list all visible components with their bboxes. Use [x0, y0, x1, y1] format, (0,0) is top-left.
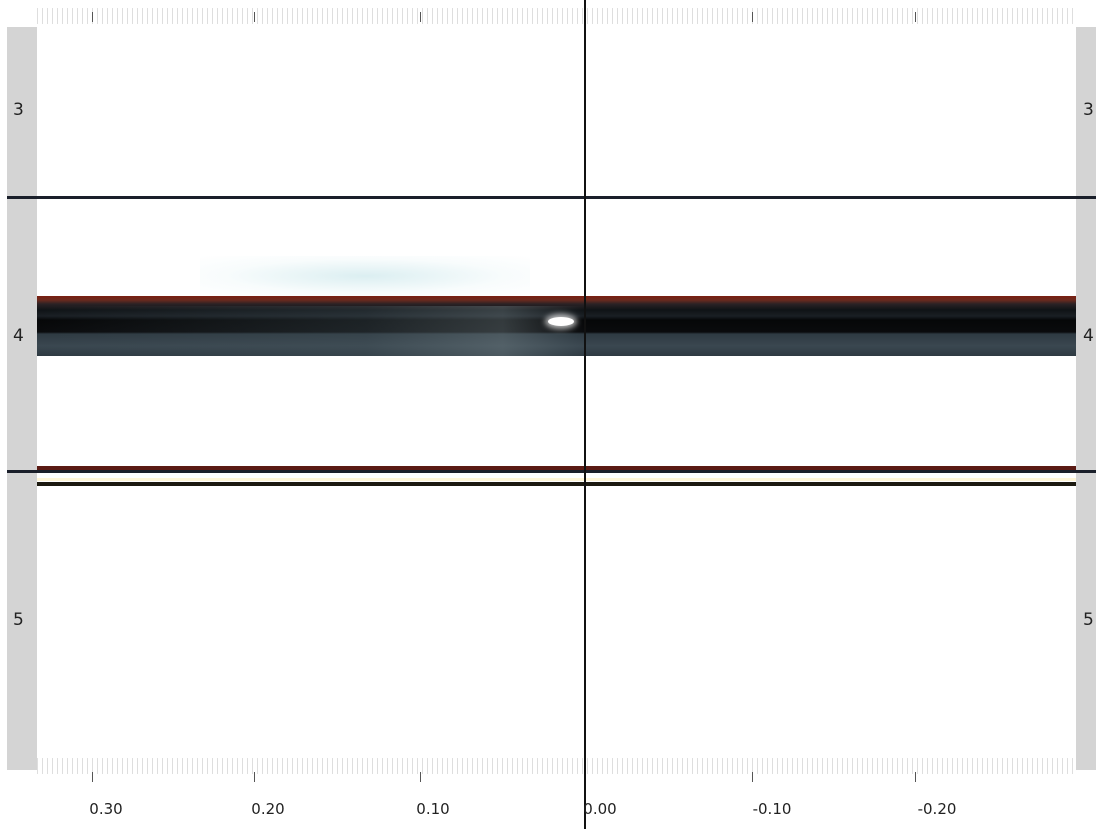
reflection-haze	[200, 256, 530, 296]
light-glare	[548, 317, 574, 326]
edge-highlight	[37, 478, 1076, 481]
right-scale-strip	[1076, 27, 1096, 770]
row-label-right-3: 3	[1083, 100, 1094, 120]
bottom-tick	[254, 772, 255, 782]
left-scale-strip	[7, 27, 37, 770]
row-divider-3-4	[7, 196, 1096, 199]
row-label-left-4: 4	[13, 326, 24, 346]
top-ruler	[37, 8, 1076, 24]
lower-edge-line	[37, 482, 1076, 486]
x-tick-label: 0.10	[416, 800, 450, 818]
image-viewport[interactable]	[37, 27, 1076, 770]
image-band	[37, 296, 1076, 356]
top-tick	[915, 12, 916, 22]
bottom-tick	[752, 772, 753, 782]
bottom-tick	[92, 772, 93, 782]
top-tick	[420, 12, 421, 22]
bottom-tick	[915, 772, 916, 782]
top-tick	[752, 12, 753, 22]
x-tick-label: 0.20	[251, 800, 285, 818]
row-divider-4-5	[7, 470, 1096, 473]
top-tick	[254, 12, 255, 22]
row-label-left-5: 5	[13, 610, 24, 630]
center-vertical-line	[584, 0, 586, 829]
upper-edge-line	[37, 466, 1076, 470]
bottom-tick	[420, 772, 421, 782]
bottom-ruler	[37, 758, 1076, 774]
x-tick-label: 0.30	[89, 800, 123, 818]
band-surface-texture	[37, 306, 585, 356]
x-tick-label: -0.10	[752, 800, 792, 818]
top-tick	[92, 12, 93, 22]
row-label-right-4: 4	[1083, 326, 1094, 346]
x-tick-label: 0.00	[583, 800, 617, 818]
x-tick-label: -0.20	[917, 800, 957, 818]
row-label-left-3: 3	[13, 100, 24, 120]
row-label-right-5: 5	[1083, 610, 1094, 630]
